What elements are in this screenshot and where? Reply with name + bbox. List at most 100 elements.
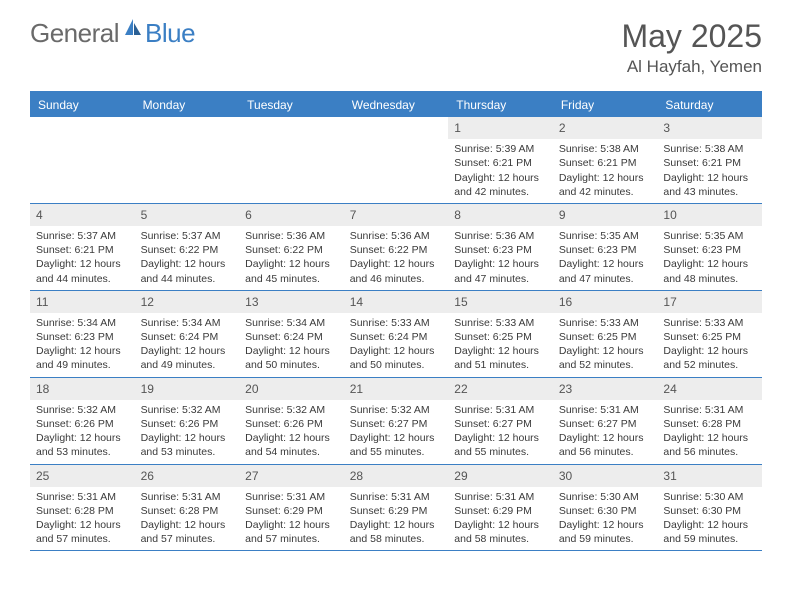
- sunset-line: Sunset: 6:30 PM: [559, 504, 652, 518]
- sunset-line: Sunset: 6:28 PM: [663, 417, 756, 431]
- day-number: 16: [553, 291, 658, 313]
- calendar-cell: 10 Sunrise: 5:35 AMSunset: 6:23 PMDayligh…: [657, 204, 762, 290]
- day-content: Sunrise: 5:32 AMSunset: 6:27 PMDaylight:…: [344, 400, 449, 464]
- sunrise-line: Sunrise: 5:34 AM: [245, 316, 338, 330]
- sunset-line: Sunset: 6:26 PM: [141, 417, 234, 431]
- sunrise-line: Sunrise: 5:35 AM: [663, 229, 756, 243]
- daylight-line: Daylight: 12 hours and 44 minutes.: [36, 257, 129, 285]
- daylight-line: Daylight: 12 hours and 51 minutes.: [454, 344, 547, 372]
- day-number: 14: [344, 291, 449, 313]
- day-content: Sunrise: 5:34 AMSunset: 6:24 PMDaylight:…: [239, 313, 344, 377]
- day-content: Sunrise: 5:36 AMSunset: 6:23 PMDaylight:…: [448, 226, 553, 290]
- sunset-line: Sunset: 6:24 PM: [350, 330, 443, 344]
- daylight-line: Daylight: 12 hours and 47 minutes.: [454, 257, 547, 285]
- calendar-cell: 5Sunrise: 5:37 AMSunset: 6:22 PMDaylight…: [135, 204, 240, 290]
- daylight-line: Daylight: 12 hours and 57 minutes.: [36, 518, 129, 546]
- daylight-line: Daylight: 12 hours and 55 minutes.: [454, 431, 547, 459]
- daylight-line: Daylight: 12 hours and 58 minutes.: [350, 518, 443, 546]
- calendar-cell: 15Sunrise: 5:33 AMSunset: 6:25 PMDayligh…: [448, 291, 553, 377]
- day-number: 12: [135, 291, 240, 313]
- sunset-line: Sunset: 6:23 PM: [559, 243, 652, 257]
- sunrise-line: Sunrise: 5:31 AM: [559, 403, 652, 417]
- day-number: 5: [135, 204, 240, 226]
- day-number: 21: [344, 378, 449, 400]
- sunrise-line: Sunrise: 5:30 AM: [559, 490, 652, 504]
- sunrise-line: Sunrise: 5:38 AM: [663, 142, 756, 156]
- calendar: SundayMondayTuesdayWednesdayThursdayFrid…: [30, 91, 762, 551]
- calendar-cell: 30Sunrise: 5:30 AMSunset: 6:30 PMDayligh…: [553, 465, 658, 551]
- sunrise-line: Sunrise: 5:31 AM: [36, 490, 129, 504]
- calendar-cell: 22Sunrise: 5:31 AMSunset: 6:27 PMDayligh…: [448, 378, 553, 464]
- day-number: 4: [30, 204, 135, 226]
- daylight-line: Daylight: 12 hours and 49 minutes.: [36, 344, 129, 372]
- sunset-line: Sunset: 6:23 PM: [36, 330, 129, 344]
- sunrise-line: Sunrise: 5:32 AM: [245, 403, 338, 417]
- sunrise-line: Sunrise: 5:33 AM: [454, 316, 547, 330]
- day-header: Friday: [553, 93, 658, 117]
- logo-text-general: General: [30, 18, 119, 49]
- day-number: 18: [30, 378, 135, 400]
- daylight-line: Daylight: 12 hours and 48 minutes.: [663, 257, 756, 285]
- day-content: Sunrise: 5:39 AMSunset: 6:21 PMDaylight:…: [448, 139, 553, 203]
- day-number: 19: [135, 378, 240, 400]
- week-row: 11Sunrise: 5:34 AMSunset: 6:23 PMDayligh…: [30, 291, 762, 378]
- sunrise-line: Sunrise: 5:34 AM: [36, 316, 129, 330]
- sunrise-line: Sunrise: 5:31 AM: [663, 403, 756, 417]
- sunset-line: Sunset: 6:28 PM: [36, 504, 129, 518]
- day-content: Sunrise: 5:33 AMSunset: 6:24 PMDaylight:…: [344, 313, 449, 377]
- calendar-cell: 14Sunrise: 5:33 AMSunset: 6:24 PMDayligh…: [344, 291, 449, 377]
- calendar-cell: 6Sunrise: 5:36 AMSunset: 6:22 PMDaylight…: [239, 204, 344, 290]
- sunrise-line: Sunrise: 5:32 AM: [141, 403, 234, 417]
- day-header: Monday: [135, 93, 240, 117]
- daylight-line: Daylight: 12 hours and 55 minutes.: [350, 431, 443, 459]
- location: Al Hayfah, Yemen: [621, 57, 762, 77]
- sunrise-line: Sunrise: 5:39 AM: [454, 142, 547, 156]
- day-content: Sunrise: 5:33 AMSunset: 6:25 PMDaylight:…: [448, 313, 553, 377]
- day-number: 2: [553, 117, 658, 139]
- calendar-cell: [30, 117, 135, 203]
- sunset-line: Sunset: 6:22 PM: [350, 243, 443, 257]
- logo: General Blue: [30, 18, 195, 49]
- calendar-cell: 26Sunrise: 5:31 AMSunset: 6:28 PMDayligh…: [135, 465, 240, 551]
- calendar-cell: 27Sunrise: 5:31 AMSunset: 6:29 PMDayligh…: [239, 465, 344, 551]
- day-content: Sunrise: 5:30 AMSunset: 6:30 PMDaylight:…: [657, 487, 762, 551]
- calendar-cell: 2 Sunrise: 5:38 AMSunset: 6:21 PMDaylight…: [553, 117, 658, 203]
- daylight-line: Daylight: 12 hours and 59 minutes.: [559, 518, 652, 546]
- daylight-line: Daylight: 12 hours and 42 minutes.: [559, 171, 652, 199]
- sunrise-line: Sunrise: 5:37 AM: [36, 229, 129, 243]
- day-content: Sunrise: 5:33 AMSunset: 6:25 PMDaylight:…: [553, 313, 658, 377]
- sunset-line: Sunset: 6:29 PM: [245, 504, 338, 518]
- sunset-line: Sunset: 6:21 PM: [36, 243, 129, 257]
- day-content: Sunrise: 5:33 AMSunset: 6:25 PMDaylight:…: [657, 313, 762, 377]
- calendar-cell: 11Sunrise: 5:34 AMSunset: 6:23 PMDayligh…: [30, 291, 135, 377]
- sunrise-line: Sunrise: 5:38 AM: [559, 142, 652, 156]
- sunset-line: Sunset: 6:28 PM: [141, 504, 234, 518]
- daylight-line: Daylight: 12 hours and 54 minutes.: [245, 431, 338, 459]
- day-content: Sunrise: 5:34 AMSunset: 6:23 PMDaylight:…: [30, 313, 135, 377]
- header: General Blue May 2025 Al Hayfah, Yemen: [0, 0, 792, 85]
- day-number: 23: [553, 378, 658, 400]
- day-header: Saturday: [657, 93, 762, 117]
- sunset-line: Sunset: 6:27 PM: [454, 417, 547, 431]
- sunset-line: Sunset: 6:24 PM: [245, 330, 338, 344]
- week-row: 4Sunrise: 5:37 AMSunset: 6:21 PMDaylight…: [30, 204, 762, 291]
- sunset-line: Sunset: 6:21 PM: [559, 156, 652, 170]
- logo-text-blue: Blue: [145, 18, 195, 49]
- calendar-cell: 29Sunrise: 5:31 AMSunset: 6:29 PMDayligh…: [448, 465, 553, 551]
- sunrise-line: Sunrise: 5:35 AM: [559, 229, 652, 243]
- day-number: 10: [657, 204, 762, 226]
- sunset-line: Sunset: 6:23 PM: [663, 243, 756, 257]
- calendar-cell: 19Sunrise: 5:32 AMSunset: 6:26 PMDayligh…: [135, 378, 240, 464]
- day-number: 1: [448, 117, 553, 139]
- day-content: Sunrise: 5:31 AMSunset: 6:27 PMDaylight:…: [553, 400, 658, 464]
- sunrise-line: Sunrise: 5:33 AM: [663, 316, 756, 330]
- sunset-line: Sunset: 6:21 PM: [663, 156, 756, 170]
- calendar-cell: [135, 117, 240, 203]
- calendar-cell: 8Sunrise: 5:36 AMSunset: 6:23 PMDaylight…: [448, 204, 553, 290]
- daylight-line: Daylight: 12 hours and 42 minutes.: [454, 171, 547, 199]
- month-title: May 2025: [621, 18, 762, 55]
- sunrise-line: Sunrise: 5:33 AM: [350, 316, 443, 330]
- day-content: Sunrise: 5:31 AMSunset: 6:28 PMDaylight:…: [135, 487, 240, 551]
- day-content: Sunrise: 5:32 AMSunset: 6:26 PMDaylight:…: [239, 400, 344, 464]
- day-content: Sunrise: 5:32 AMSunset: 6:26 PMDaylight:…: [30, 400, 135, 464]
